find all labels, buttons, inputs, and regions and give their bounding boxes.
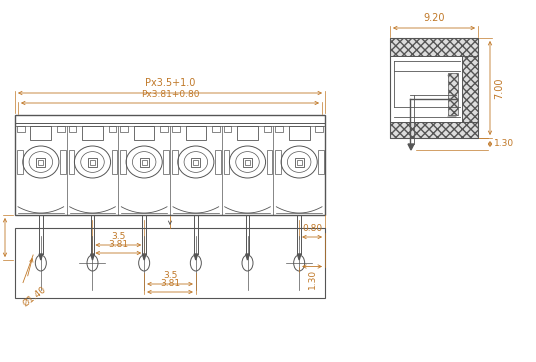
Bar	[31, 126, 51, 140]
Polygon shape	[39, 254, 42, 260]
Bar	[245, 160, 250, 164]
Bar	[111, 150, 117, 174]
Text: 3.5: 3.5	[163, 271, 177, 280]
Text: Px3.5+1.0: Px3.5+1.0	[145, 78, 195, 88]
Bar	[90, 160, 95, 164]
Polygon shape	[297, 254, 301, 260]
Bar	[82, 126, 103, 140]
Bar	[172, 150, 178, 174]
Text: 1.30: 1.30	[308, 269, 317, 289]
Polygon shape	[408, 144, 414, 150]
Bar	[224, 150, 229, 174]
Bar	[140, 157, 148, 167]
Bar	[276, 150, 281, 174]
Bar	[163, 150, 169, 174]
Bar	[17, 126, 25, 132]
Polygon shape	[448, 109, 456, 117]
Text: 0.80: 0.80	[302, 224, 322, 233]
Bar	[39, 160, 43, 164]
Bar	[88, 157, 97, 167]
Polygon shape	[91, 254, 94, 260]
Bar	[315, 126, 323, 132]
Bar	[134, 126, 154, 140]
Bar	[109, 126, 116, 132]
Text: 1.30: 1.30	[494, 139, 514, 148]
Bar	[462, 56, 478, 122]
Text: 7.00: 7.00	[494, 77, 504, 99]
Bar	[390, 38, 478, 138]
Bar	[448, 73, 458, 115]
Text: 9.20: 9.20	[423, 13, 445, 23]
Text: Px3.81+0.80: Px3.81+0.80	[141, 90, 199, 99]
Bar	[212, 126, 220, 132]
Bar	[193, 160, 198, 164]
Bar	[69, 150, 75, 174]
Bar	[69, 126, 77, 132]
Bar	[185, 126, 206, 140]
Text: 3.5: 3.5	[111, 232, 125, 241]
Bar	[60, 150, 66, 174]
Bar	[237, 126, 258, 140]
Text: 3.81: 3.81	[160, 279, 180, 288]
Bar	[390, 122, 478, 138]
Polygon shape	[194, 254, 198, 260]
Bar	[243, 157, 252, 167]
Bar	[318, 150, 324, 174]
Bar	[172, 126, 180, 132]
Text: 3.70: 3.70	[0, 227, 2, 248]
Bar	[289, 126, 309, 140]
Bar	[17, 150, 23, 174]
Bar	[276, 126, 283, 132]
Bar	[160, 126, 168, 132]
Bar	[295, 157, 304, 167]
Polygon shape	[143, 254, 146, 260]
Bar	[121, 126, 128, 132]
Bar	[296, 160, 302, 164]
Bar	[57, 126, 65, 132]
Bar	[266, 150, 272, 174]
Bar	[224, 126, 232, 132]
Polygon shape	[448, 75, 456, 83]
Bar	[15, 115, 325, 215]
Bar	[215, 150, 221, 174]
Bar	[390, 38, 478, 56]
Bar	[15, 228, 325, 298]
Bar	[264, 126, 271, 132]
Bar	[191, 157, 200, 167]
Bar	[142, 160, 147, 164]
Text: Ø1.40: Ø1.40	[21, 285, 48, 308]
Bar	[121, 150, 126, 174]
Text: 3.81: 3.81	[108, 240, 129, 249]
Polygon shape	[245, 254, 249, 260]
Bar	[36, 157, 46, 167]
